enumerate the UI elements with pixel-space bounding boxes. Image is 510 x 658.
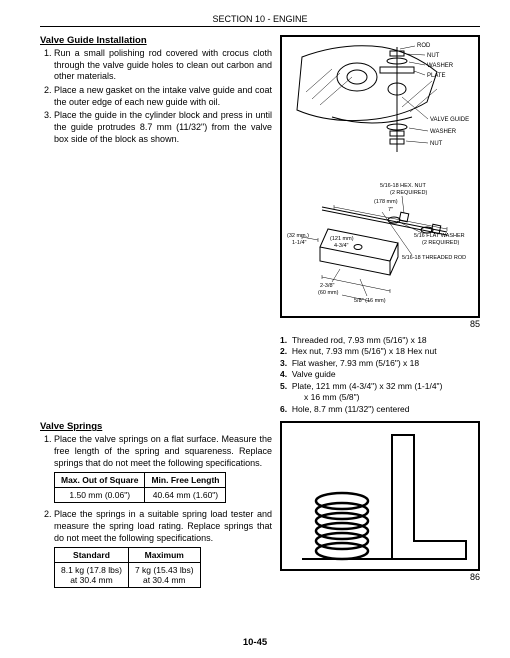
svg-text:5/8" (16 mm): 5/8" (16 mm) <box>354 298 386 304</box>
page-footer: 10-45 <box>0 637 510 648</box>
svg-text:7": 7" <box>388 207 393 213</box>
row-valve-guide: Valve Guide Installation Run a small pol… <box>40 35 480 415</box>
figure-86-number: 86 <box>280 572 480 582</box>
text-valve-guide: Valve Guide Installation Run a small pol… <box>40 35 272 415</box>
figure-85-number: 85 <box>280 319 480 329</box>
svg-text:1-1/4": 1-1/4" <box>292 240 307 246</box>
td-standard: 8.1 kg (17.8 lbs)at 30.4 mm <box>55 563 129 588</box>
table-load: Standard Maximum 8.1 kg (17.8 lbs)at 30.… <box>54 547 201 588</box>
heading-valve-guide: Valve Guide Installation <box>40 35 272 46</box>
th-standard: Standard <box>55 548 129 563</box>
th-min-length: Min. Free Length <box>145 473 226 488</box>
label-hex-nut: 5/16-18 HEX. NUT <box>380 183 426 189</box>
page-header: SECTION 10 - ENGINE <box>40 14 480 27</box>
label-threaded-rod: 5/16-18 THREADED ROD <box>402 255 466 261</box>
svg-text:(32 mm.): (32 mm.) <box>287 233 309 239</box>
td-max-square: 1.50 mm (0.06") <box>55 488 145 503</box>
spring-step-2: Place the springs in a suitable spring l… <box>54 509 272 544</box>
callout-4: 4. Valve guide <box>280 369 480 380</box>
label-washer: WASHER <box>427 63 454 69</box>
label-washer2: WASHER <box>430 129 457 135</box>
figure-85: ROD NUT WASHER PLATE VALVE GUIDE WASHER … <box>280 35 480 318</box>
figure-86 <box>280 421 480 571</box>
row-valve-springs: Valve Springs Place the valve springs on… <box>40 421 480 594</box>
page-content: Valve Guide Installation Run a small pol… <box>40 35 480 600</box>
text-valve-springs: Valve Springs Place the valve springs on… <box>40 421 272 594</box>
svg-text:2-3/8": 2-3/8" <box>320 283 335 289</box>
label-plate: PLATE <box>427 73 446 79</box>
svg-text:(178 mm): (178 mm) <box>374 199 398 205</box>
label-nut2: NUT <box>430 141 443 147</box>
step-3: Place the guide in the cylinder block an… <box>54 110 272 145</box>
steps-valve-springs: Place the valve springs on a flat surfac… <box>40 434 272 469</box>
svg-text:4-3/4": 4-3/4" <box>334 243 349 249</box>
label-flat-washer: 5/16 FLAT WASHER <box>414 233 465 239</box>
step-1: Run a small polishing rod covered with c… <box>54 48 272 83</box>
svg-text:(2 REQUIRED): (2 REQUIRED) <box>422 240 459 246</box>
heading-valve-springs: Valve Springs <box>40 421 272 432</box>
figure-85-col: ROD NUT WASHER PLATE VALVE GUIDE WASHER … <box>280 35 480 415</box>
label-rod: ROD <box>417 43 431 49</box>
svg-text:(2 REQUIRED): (2 REQUIRED) <box>390 190 427 196</box>
step-2: Place a new gasket on the intake valve g… <box>54 85 272 108</box>
td-maximum: 7 kg (15.43 lbs)at 30.4 mm <box>128 563 200 588</box>
figure-86-col: 86 <box>280 421 480 594</box>
svg-text:(60 mm): (60 mm) <box>318 290 339 296</box>
label-valve-guide: VALVE GUIDE <box>430 117 469 123</box>
steps-valve-springs-2: Place the springs in a suitable spring l… <box>40 509 272 544</box>
label-nut: NUT <box>427 53 440 59</box>
callout-5: 5. Plate, 121 mm (4-3/4") x 32 mm (1-1/4… <box>280 381 480 392</box>
callout-2: 2. Hex nut, 7.93 mm (5/16") x 18 Hex nut <box>280 346 480 357</box>
figure-85-callouts: 1. Threaded rod, 7.93 mm (5/16") x 18 2.… <box>280 335 480 415</box>
th-maximum: Maximum <box>128 548 200 563</box>
callout-6: 6. Hole, 8.7 mm (11/32") centered <box>280 404 480 415</box>
callout-1: 1. Threaded rod, 7.93 mm (5/16") x 18 <box>280 335 480 346</box>
th-max-square: Max. Out of Square <box>55 473 145 488</box>
svg-text:(121 mm): (121 mm) <box>330 236 354 242</box>
steps-valve-guide: Run a small polishing rod covered with c… <box>40 48 272 146</box>
spring-step-1: Place the valve springs on a flat surfac… <box>54 434 272 469</box>
callout-5b: x 16 mm (5/8") <box>280 392 480 403</box>
table-squareness: Max. Out of Square Min. Free Length 1.50… <box>54 472 226 503</box>
td-min-length: 40.64 mm (1.60") <box>145 488 226 503</box>
callout-3: 3. Flat washer, 7.93 mm (5/16") x 18 <box>280 358 480 369</box>
